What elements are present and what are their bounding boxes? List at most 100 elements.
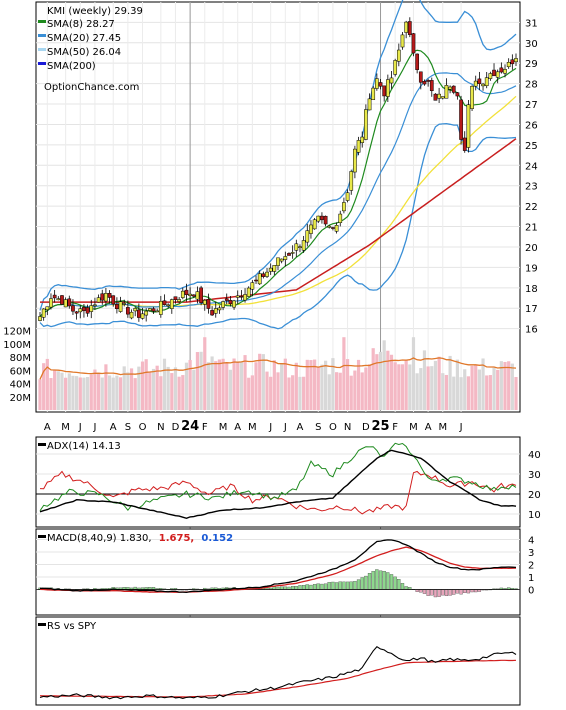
volume-bar [503, 362, 507, 410]
macd-label: MACD(8,40,9) 1.830, [47, 533, 152, 544]
candle-body [462, 137, 467, 151]
volume-bar [294, 362, 298, 410]
macd-histogram-bar [404, 586, 408, 590]
candle-body [232, 300, 236, 308]
x-tick-label: M [438, 422, 447, 433]
legend-item-sma50: SMA(50) 26.04 [38, 47, 121, 58]
volume-bar [364, 367, 368, 410]
volume-bar [463, 369, 467, 410]
x-tick-label: M [219, 422, 228, 433]
volume-bar [162, 358, 167, 410]
legend-sma200-label: SMA(200) [47, 61, 96, 72]
macd-histogram-bar [389, 574, 394, 590]
macd-histogram-bar [397, 579, 401, 590]
candle-body [144, 310, 149, 316]
volume-bar [177, 376, 181, 410]
candle-body [224, 298, 229, 301]
macd-tick-label: 1 [528, 573, 534, 584]
candle-body [309, 224, 313, 234]
volume-bar [71, 375, 75, 410]
adx-tick-label: 10 [528, 510, 541, 521]
volume-bar [82, 377, 86, 410]
volume-bar [195, 352, 200, 410]
price-tick-label: 17 [525, 304, 538, 315]
volume-bar [404, 359, 408, 410]
candle-body [331, 227, 335, 229]
candle-body [96, 297, 101, 303]
volume-bar [481, 358, 485, 410]
volume-bar [349, 375, 353, 410]
candle-body [49, 298, 53, 308]
volume-tick-label: 20M [10, 393, 31, 404]
volume-bar [86, 377, 90, 410]
x-tick-label: J [283, 422, 287, 433]
volume-bar [334, 372, 339, 410]
candle-body [499, 67, 504, 73]
volume-bar [53, 370, 57, 410]
rs-panel: RS vs SPY [35, 616, 521, 706]
volume-bar [331, 358, 335, 410]
macd-histogram-bar [298, 585, 302, 590]
volume-bar [93, 369, 97, 410]
candle-body [213, 308, 218, 314]
legend-item-sma200: SMA(200) [38, 61, 96, 72]
volume-bar [166, 366, 170, 410]
volume-bar [397, 364, 401, 410]
x-tick-label: 24 [181, 419, 199, 434]
bollinger-lower-line [39, 122, 517, 330]
macd-histogram-bar [309, 584, 313, 590]
candle-body [429, 80, 434, 92]
candle-body [210, 310, 214, 316]
volume-bar [100, 377, 104, 410]
x-tick-label: O [329, 422, 337, 433]
price-tick-label: 19 [525, 263, 538, 274]
candle-body [418, 71, 423, 83]
candle-body [115, 304, 119, 310]
volume-bar [305, 359, 309, 410]
macd-histogram-bar [452, 589, 456, 595]
volume-bar [507, 361, 511, 410]
macd-histogram-bar [334, 582, 339, 590]
macd-histogram-bar [342, 581, 346, 590]
candle-body [411, 33, 416, 54]
macd-histogram-bar [419, 589, 423, 593]
volume-bar [272, 360, 276, 410]
macd-histogram-bar [312, 584, 317, 590]
volume-bar [474, 364, 478, 410]
candle-body [56, 298, 61, 301]
candle-body [301, 240, 306, 251]
volume-bar [118, 377, 123, 410]
price-tick-label: 25 [525, 141, 538, 152]
candle-body [305, 230, 310, 243]
candle-body [382, 85, 387, 97]
x-tick-label: S [125, 422, 131, 433]
candle-body [320, 215, 324, 221]
candle-body [126, 307, 130, 315]
price-tick-label: 22 [525, 202, 538, 213]
bollinger-upper-line [39, 0, 517, 311]
volume-tick-label: 80M [10, 353, 31, 364]
macd-histogram-bar [378, 570, 383, 590]
volume-bar [448, 355, 452, 410]
candle-body [477, 78, 482, 84]
candle-body [89, 305, 94, 312]
candle-body [107, 293, 112, 298]
candle-body [323, 215, 328, 225]
legend-source: OptionChance.com [44, 82, 139, 93]
volume-bar [496, 369, 500, 410]
macd-histogram-bar [463, 589, 467, 593]
volume-bar [444, 374, 449, 410]
volume-bar [104, 364, 108, 410]
volume-tick-label: 100M [3, 340, 31, 351]
volume-bar [258, 353, 262, 410]
volume-bar [400, 364, 405, 410]
candle-body [404, 21, 409, 33]
candle-body [202, 299, 207, 305]
candle-body [393, 60, 398, 75]
volume-bar [298, 376, 302, 410]
volume-tick-label: 40M [10, 380, 31, 391]
volume-bar [129, 368, 134, 410]
macd-histogram-bar [375, 569, 379, 590]
volume-average-line [39, 357, 517, 380]
x-tick-label: M [409, 422, 418, 433]
